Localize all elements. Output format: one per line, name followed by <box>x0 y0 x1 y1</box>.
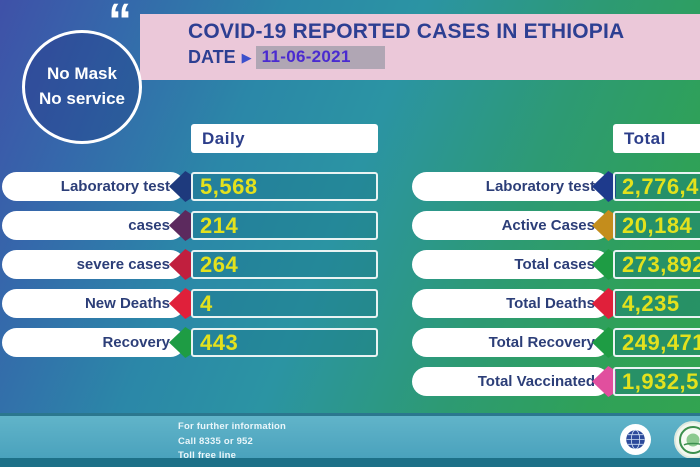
footer-info-text: For further information Call 8335 or 952… <box>178 420 286 464</box>
row-label-pill: Total cases <box>412 250 610 279</box>
row-label: Laboratory test <box>485 178 595 195</box>
row-label: Total cases <box>514 256 595 273</box>
stat-row-total-active-cases: Active Cases 20,184 <box>412 210 700 241</box>
value-box: 5,568 <box>191 172 378 201</box>
row-value: 249,471 <box>622 329 700 355</box>
bottom-edge-band <box>0 458 700 467</box>
value-box: 443 <box>191 328 378 357</box>
row-value: 20,184 <box>622 212 693 238</box>
footer-line-3: Toll free line <box>178 450 237 462</box>
row-value: 273,892 <box>622 251 700 277</box>
globe-logo-icon <box>620 424 651 455</box>
row-label-pill: Total Vaccinated <box>412 367 610 396</box>
date-value: 11-06-2021 <box>261 47 351 66</box>
quote-icon: “ <box>108 0 132 48</box>
value-box: 4 <box>191 289 378 318</box>
stat-row-daily-recovery: Recovery 443 <box>0 327 380 358</box>
stat-row-total-vaccinated: Total Vaccinated 1,932,5 <box>412 366 700 397</box>
date-line: DATE ▶ 11-06-2021 <box>188 46 700 69</box>
value-box: 249,471 <box>613 328 700 357</box>
total-column-header: Total <box>613 124 700 153</box>
value-box: 273,892 <box>613 250 700 279</box>
row-label: Active Cases <box>501 217 595 234</box>
row-label-pill: Total Recovery <box>412 328 610 357</box>
row-value: 264 <box>200 251 239 277</box>
row-label: Total Vaccinated <box>477 373 595 390</box>
page-title: COVID-19 REPORTED CASES IN ETHIOPIA <box>188 20 625 43</box>
row-value: 4,235 <box>622 290 680 316</box>
row-label-pill: Active Cases <box>412 211 610 240</box>
daily-column: Laboratory test 5,568 cases 214 severe c… <box>0 171 380 367</box>
footer-line-1: For further information <box>178 421 287 432</box>
stat-row-daily-lab-test: Laboratory test 5,568 <box>0 171 380 202</box>
row-label-pill: Laboratory test <box>2 172 185 201</box>
row-value: 214 <box>200 212 239 238</box>
ministry-logo-icon <box>674 421 700 459</box>
row-label: Total Deaths <box>506 295 595 312</box>
value-box: 2,776,4 <box>613 172 700 201</box>
stat-row-total-deaths: Total Deaths 4,235 <box>412 288 700 319</box>
footer-bar: For further information Call 8335 or 952… <box>0 413 700 461</box>
row-value: 5,568 <box>200 173 258 199</box>
daily-column-header: Daily <box>191 124 378 153</box>
footer-line-2: Call 8335 or 952 <box>178 435 254 447</box>
value-box: 20,184 <box>613 211 700 240</box>
value-box: 4,235 <box>613 289 700 318</box>
title-bar: COVID-19 REPORTED CASES IN ETHIOPIA DATE… <box>140 14 700 80</box>
row-label: cases <box>128 217 170 234</box>
row-value: 2,776,4 <box>622 173 699 199</box>
stat-row-daily-severe-cases: severe cases 264 <box>0 249 380 280</box>
row-label: Laboratory test <box>60 178 170 195</box>
row-label: Total Recovery <box>488 334 595 351</box>
date-highlight: 11-06-2021 <box>255 46 385 69</box>
badge-line-2: No service <box>39 89 125 108</box>
row-label: Recovery <box>102 334 170 351</box>
play-icon: ▶ <box>241 49 252 65</box>
row-label: severe cases <box>76 256 170 273</box>
date-label: DATE <box>188 47 236 67</box>
row-value: 443 <box>200 329 239 355</box>
row-label-pill: Total Deaths <box>412 289 610 318</box>
row-label-pill: Laboratory test <box>412 172 610 201</box>
value-box: 1,932,5 <box>613 367 700 396</box>
stat-row-total-cases: Total cases 273,892 <box>412 249 700 280</box>
row-value: 1,932,5 <box>622 368 699 394</box>
no-mask-badge: No Mask No service <box>22 30 142 144</box>
stat-row-total-recovery: Total Recovery 249,471 <box>412 327 700 358</box>
stat-row-daily-cases: cases 214 <box>0 210 380 241</box>
stat-row-total-lab-test: Laboratory test 2,776,4 <box>412 171 700 202</box>
value-box: 214 <box>191 211 378 240</box>
badge-line-1: No Mask <box>47 64 117 84</box>
row-value: 4 <box>200 290 213 316</box>
row-label-pill: cases <box>2 211 185 240</box>
row-label: New Deaths <box>84 295 170 312</box>
value-box: 264 <box>191 250 378 279</box>
stat-row-daily-new-deaths: New Deaths 4 <box>0 288 380 319</box>
total-column: Laboratory test 2,776,4 Active Cases 20,… <box>412 171 700 406</box>
row-label-pill: severe cases <box>2 250 185 279</box>
row-label-pill: Recovery <box>2 328 185 357</box>
row-label-pill: New Deaths <box>2 289 185 318</box>
